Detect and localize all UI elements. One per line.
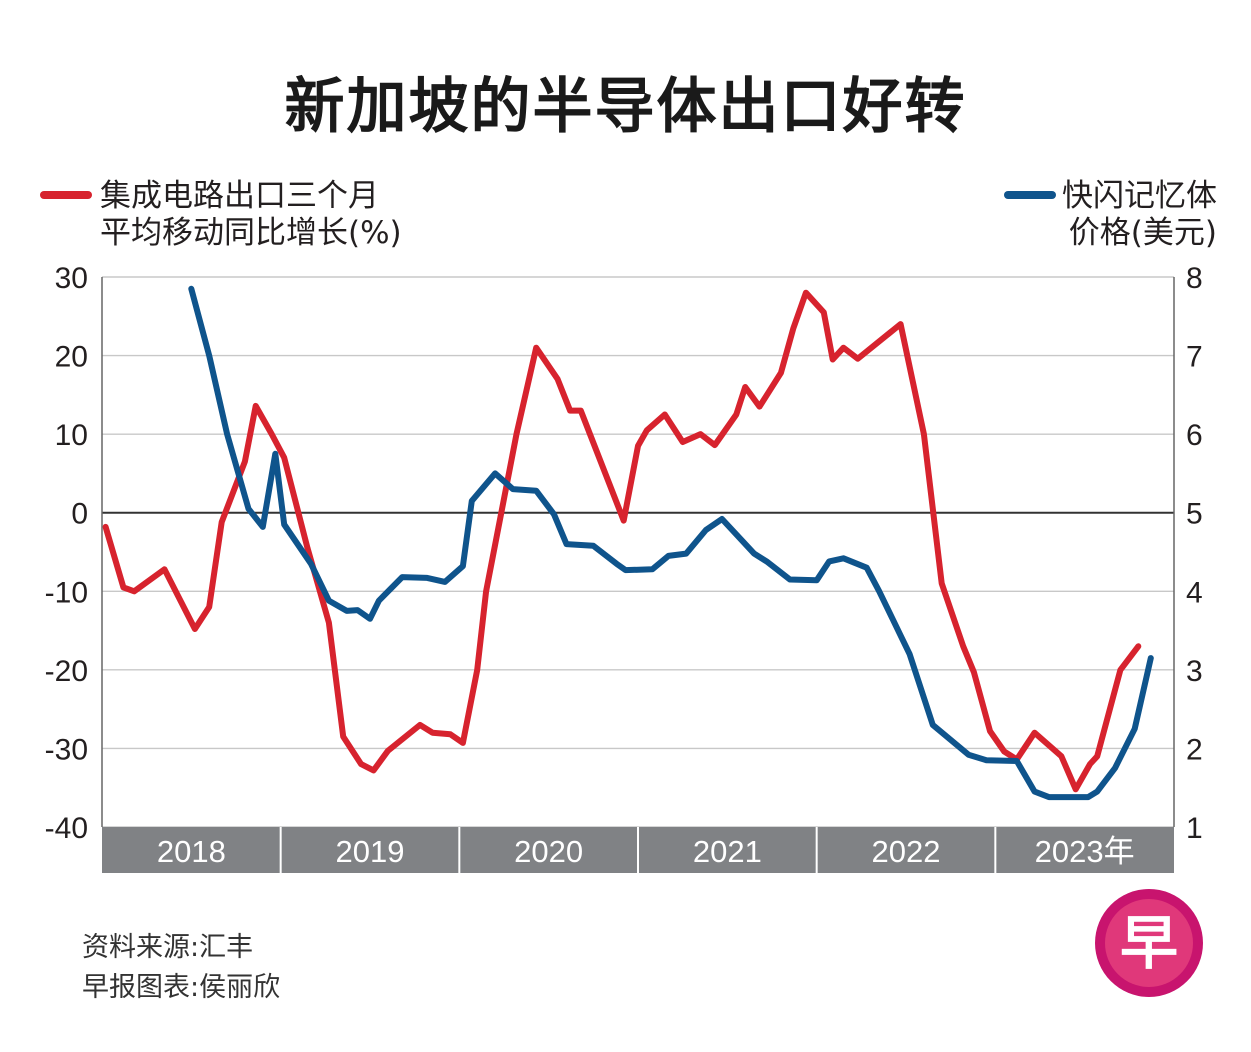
legend-right-line1: 快闪记忆体 bbox=[1062, 178, 1217, 214]
source-line2: 早报图表:侯丽欣 bbox=[82, 972, 281, 1003]
year-segment bbox=[816, 827, 996, 873]
right-tick-label: 6 bbox=[1186, 419, 1203, 452]
year-segment bbox=[280, 827, 460, 873]
year-label: 2020 bbox=[514, 834, 583, 869]
legend-left-line1: 集成电路出口三个月 bbox=[100, 178, 379, 214]
zaobao-logo: 早 bbox=[1095, 889, 1203, 997]
left-tick-label: 0 bbox=[71, 498, 88, 531]
left-tick-label: -40 bbox=[45, 812, 88, 845]
legend-swatch-flash bbox=[1004, 190, 1056, 199]
source-line1: 资料来源:汇丰 bbox=[82, 932, 254, 963]
legend-swatch-ic bbox=[40, 190, 92, 199]
left-tick-label: 10 bbox=[55, 419, 88, 452]
right-tick-label: 5 bbox=[1186, 498, 1203, 531]
right-tick-label: 3 bbox=[1186, 655, 1203, 688]
legend-right: 快闪记忆体 价格(美元) bbox=[1004, 178, 1217, 252]
year-label: 2022 bbox=[872, 834, 941, 869]
left-tick-label: -20 bbox=[45, 655, 88, 688]
legend-left: 集成电路出口三个月 平均移动同比增长(%) bbox=[40, 178, 402, 252]
legend-right-line2: 价格(美元) bbox=[1068, 215, 1217, 251]
left-tick-label: 20 bbox=[55, 341, 88, 374]
ic-export-growth-line bbox=[102, 289, 1142, 793]
grid-layer bbox=[101, 276, 1175, 828]
logo-inner-circle bbox=[1105, 899, 1193, 987]
year-label: 2023年 bbox=[1035, 834, 1135, 869]
right-axis: 8 7 6 5 4 3 2 1 bbox=[1186, 262, 1203, 845]
flash-memory-price-line bbox=[188, 285, 1154, 801]
series-layer bbox=[102, 285, 1154, 801]
year-label: 2021 bbox=[693, 834, 762, 869]
year-segment bbox=[459, 827, 638, 873]
right-tick-label: 8 bbox=[1186, 262, 1203, 295]
year-label: 2019 bbox=[336, 834, 405, 869]
year-segment bbox=[995, 827, 1174, 873]
logo-char: 早 bbox=[1120, 909, 1178, 977]
legend-left-line2: 平均移动同比增长(%) bbox=[100, 215, 402, 251]
right-tick-label: 1 bbox=[1186, 812, 1203, 845]
right-tick-label: 7 bbox=[1186, 341, 1203, 374]
left-tick-label: -30 bbox=[45, 733, 88, 766]
right-tick-label: 2 bbox=[1186, 733, 1203, 766]
left-tick-label: 30 bbox=[55, 262, 88, 295]
year-segment bbox=[638, 827, 817, 873]
chart-title: 新加坡的半导体出口好转 bbox=[284, 72, 967, 142]
left-tick-label: -10 bbox=[45, 576, 88, 609]
right-tick-label: 4 bbox=[1186, 576, 1203, 609]
source-note: 资料来源:汇丰 早报图表:侯丽欣 bbox=[82, 928, 280, 1008]
left-axis: 30 20 10 0 -10 -20 -30 -40 bbox=[45, 262, 88, 845]
year-band: 2018 2019 2020 2021 2022 2023年 bbox=[102, 827, 1174, 873]
year-label: 2018 bbox=[157, 834, 226, 869]
year-segment bbox=[102, 827, 281, 873]
